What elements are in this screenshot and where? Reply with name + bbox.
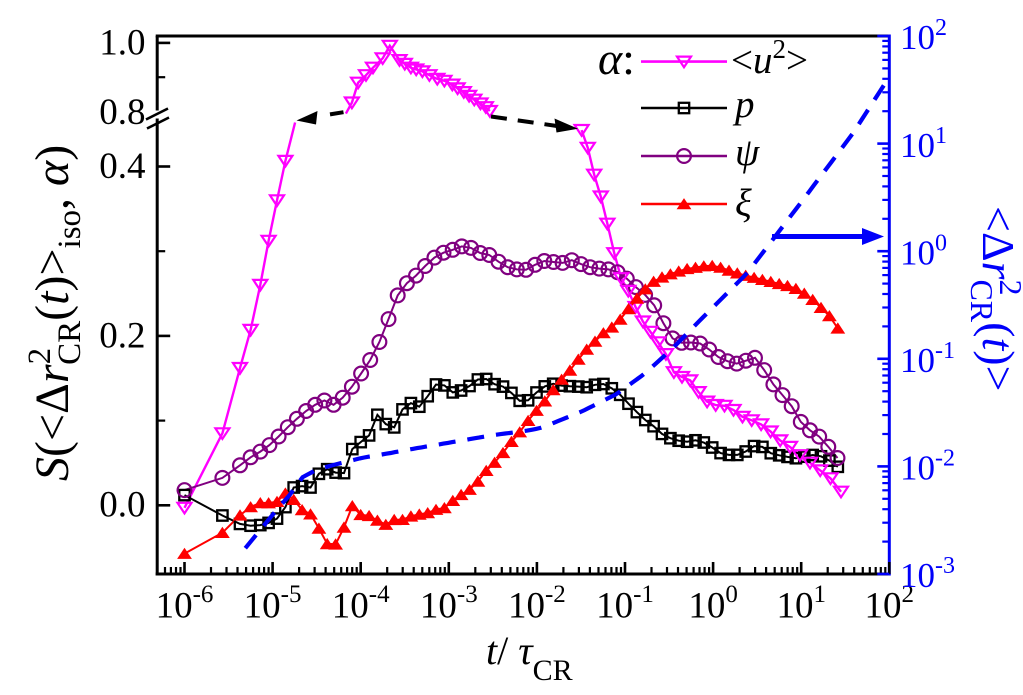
svg-text:ψ: ψ bbox=[735, 131, 760, 174]
svg-text:ξ: ξ bbox=[735, 182, 752, 225]
svg-text:10-2: 10-2 bbox=[900, 446, 955, 488]
svg-text:0.4: 0.4 bbox=[99, 146, 145, 187]
svg-text:10-4: 10-4 bbox=[332, 581, 390, 627]
svg-text:<u2>: <u2> bbox=[731, 34, 808, 82]
svg-text:<Δr2CR(t)>: <Δr2CR(t)> bbox=[964, 206, 1023, 392]
svg-text:1.0: 1.0 bbox=[99, 22, 145, 63]
svg-text:10-3: 10-3 bbox=[420, 581, 478, 627]
svg-text:p: p bbox=[732, 83, 755, 126]
svg-text:0.8: 0.8 bbox=[99, 92, 145, 133]
svg-text:S(<Δr2CR(t)>iso, α): S(<Δr2CR(t)>iso, α) bbox=[22, 145, 88, 481]
svg-text:0.2: 0.2 bbox=[99, 315, 145, 356]
svg-text:α:: α: bbox=[598, 33, 635, 84]
svg-text:0.0: 0.0 bbox=[99, 485, 145, 526]
